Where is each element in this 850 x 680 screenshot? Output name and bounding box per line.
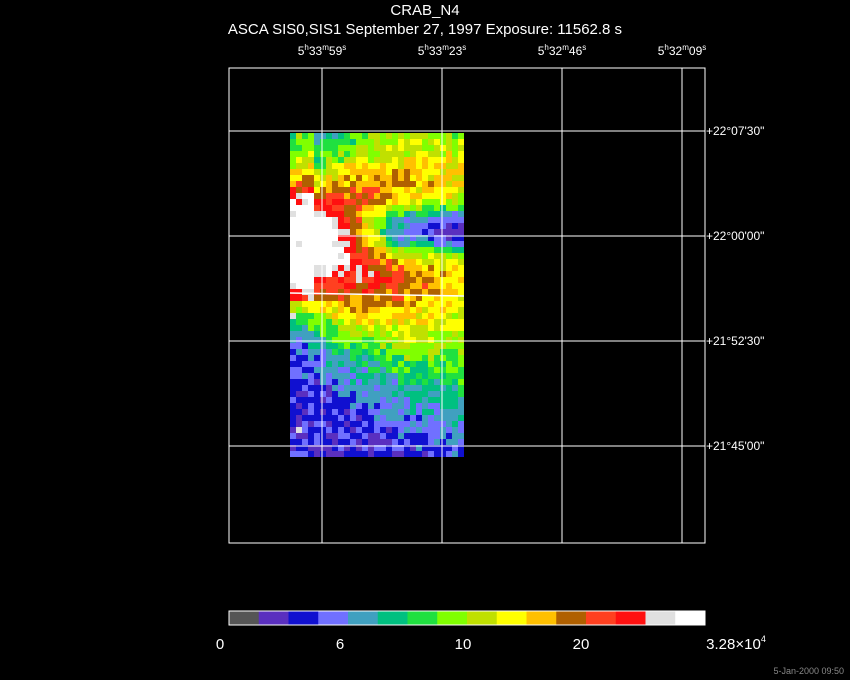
dec-tick-label: +21°52'30": [706, 334, 765, 348]
colorbar-segment-4: [348, 611, 379, 625]
image-subtitle: ASCA SIS0,SIS1 September 27, 1997 Exposu…: [227, 21, 623, 38]
dec-tick-label: +22°07'30": [706, 124, 765, 138]
colorbar-tick-label: 3.28×104: [706, 634, 766, 653]
ra-tick-label: 5h32m09s: [657, 43, 707, 58]
colorbar-segment-2: [288, 611, 319, 625]
colorbar-segment-12: [586, 611, 617, 625]
detector-seam: [289, 292, 465, 297]
colorbar-segment-5: [377, 611, 408, 625]
colorbar-segment-15: [675, 611, 706, 625]
colorbar-segment-7: [437, 611, 468, 625]
colorbar-segment-8: [467, 611, 498, 625]
ra-tick-label: 5h32m46s: [537, 43, 587, 58]
colorbar-segment-6: [407, 611, 438, 625]
colorbar-tick-label: 6: [335, 636, 345, 653]
colorbar-segment-1: [258, 611, 289, 625]
colorbar-segment-10: [526, 611, 557, 625]
colorbar-tick-label: 20: [572, 636, 590, 653]
ra-tick-label: 5h33m23s: [417, 43, 467, 58]
timestamp: 5-Jan-2000 09:50: [773, 666, 844, 676]
colorbar-segment-11: [556, 611, 587, 625]
colorbar-segment-9: [496, 611, 527, 625]
colorbar-tick-label: 10: [454, 636, 472, 653]
ra-tick-label: 5h33m59s: [297, 43, 347, 58]
plot-frame: [228, 67, 706, 544]
xray-intensity-map: [290, 133, 464, 457]
colorbar-segment-14: [645, 611, 676, 625]
colorbar-frame: [228, 610, 706, 626]
image-title: CRAB_N4: [390, 2, 460, 19]
dec-tick-label: +21°45'00": [706, 439, 765, 453]
colorbar-tick-label: 0: [215, 636, 225, 653]
colorbar-segment-0: [229, 611, 260, 625]
dec-tick-label: +22°00'00": [706, 229, 765, 243]
colorbar-segment-13: [615, 611, 646, 625]
colorbar-segment-3: [318, 611, 349, 625]
